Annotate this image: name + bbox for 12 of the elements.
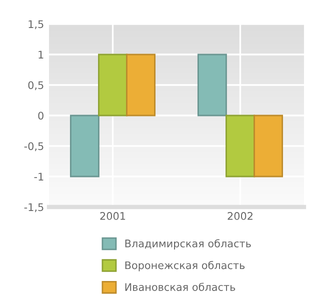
y-tick-label: 0,5 [28, 81, 44, 90]
y-tick-label: 1,5 [28, 20, 44, 30]
y-tick-label: -0,5 [24, 142, 44, 152]
x-tick-label: 2001 [100, 212, 126, 220]
y-tick-label: 1 [38, 50, 44, 58]
x-tick-label: 2002 [228, 212, 252, 220]
y-tick-label: -1 [34, 172, 44, 180]
y-tick-label: 0 [38, 112, 44, 120]
y-tick-label: -1,5 [24, 203, 44, 212]
legend-label: Воронежская область [125, 260, 245, 272]
legend-label: Владимирская область [125, 239, 251, 250]
legend-label: Ивановская область [125, 282, 236, 291]
